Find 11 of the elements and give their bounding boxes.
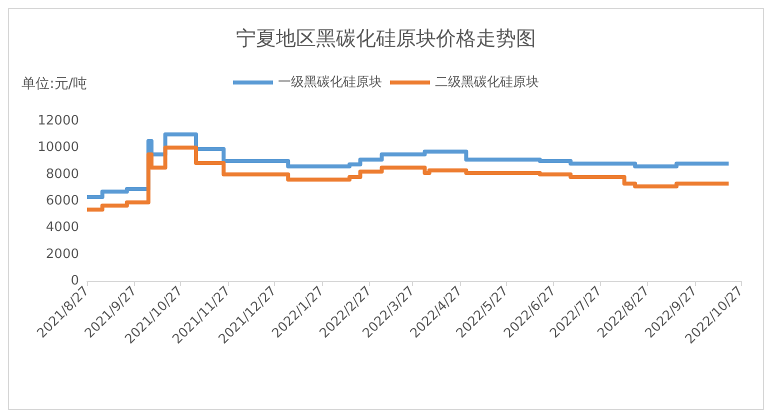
legend-label: 二级黑碳化硅原块 xyxy=(435,75,539,90)
y-tick-label: 8000 xyxy=(46,166,79,182)
y-tick-label: 4000 xyxy=(46,220,79,236)
y-tick-label: 10000 xyxy=(38,140,79,156)
legend-label: 一级黑碳化硅原块 xyxy=(278,75,382,90)
y-tick-label: 12000 xyxy=(38,114,79,128)
y-tick-label: 6000 xyxy=(46,194,79,208)
y-axis-title: 单位:元/吨 xyxy=(22,76,87,92)
chart-title: 宁夏地区黑碳化硅原块价格走势图 xyxy=(236,26,536,50)
y-tick-label: 0 xyxy=(70,274,79,288)
y-tick-label: 2000 xyxy=(46,246,79,262)
